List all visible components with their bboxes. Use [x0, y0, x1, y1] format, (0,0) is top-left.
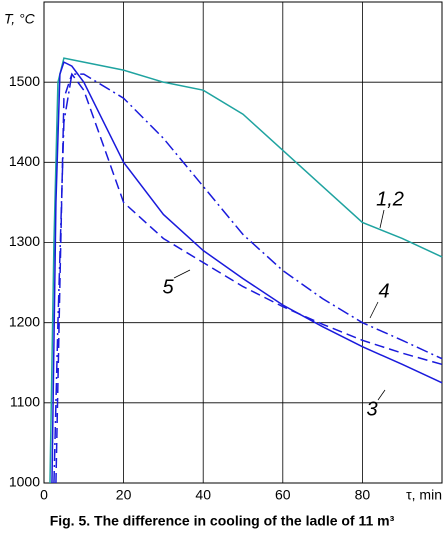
- y-tick-label: 1400: [9, 153, 40, 169]
- leader-line: [173, 269, 191, 279]
- y-axis-label: T, °C: [4, 11, 36, 27]
- y-tick-label: 1300: [9, 233, 40, 249]
- series-label: 1,2: [376, 188, 404, 210]
- series-label: 4: [378, 280, 389, 302]
- x-tick-label: 0: [40, 487, 48, 503]
- line-series: [51, 61, 443, 484]
- y-tick-label: 1500: [9, 73, 40, 89]
- line-series: [49, 57, 443, 484]
- line-series: [53, 73, 443, 484]
- x-tick-label: τ, min: [406, 487, 442, 503]
- x-tick-label: 60: [275, 487, 291, 503]
- y-tick-label: 1200: [9, 313, 40, 329]
- leader-line: [377, 389, 386, 401]
- series-label: 3: [366, 398, 377, 420]
- y-tick-label: 1000: [9, 474, 40, 490]
- chart-title: Fig. 5. The difference in cooling of the…: [50, 513, 395, 529]
- x-tick-label: 80: [355, 487, 371, 503]
- x-tick-label: 20: [116, 487, 132, 503]
- x-tick-label: 40: [195, 487, 211, 503]
- leader-line: [379, 209, 385, 229]
- line-series: [55, 72, 443, 484]
- series-label: 5: [162, 276, 174, 298]
- leader-line: [369, 301, 379, 319]
- y-tick-label: 1100: [10, 394, 40, 410]
